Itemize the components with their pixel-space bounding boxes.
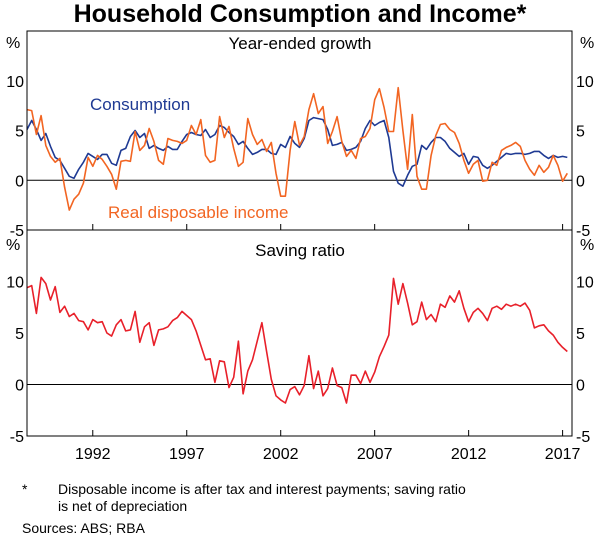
y-tick-label-right: 0 xyxy=(576,378,585,395)
top-right-unit: % xyxy=(580,35,594,52)
footnote-line-1: Disposable income is after tax and inter… xyxy=(58,481,466,497)
income-label: Real disposable income xyxy=(108,203,289,222)
plot-frame xyxy=(26,30,573,437)
top-left-axis-labels: -5 0 5 10 xyxy=(6,74,24,240)
y-tick-label-left: -5 xyxy=(10,429,24,446)
x-tick-label: 2007 xyxy=(357,446,393,463)
bottom-right-unit: % xyxy=(580,237,594,254)
y-tick-label-right: 0 xyxy=(576,173,585,190)
y-tick-label-left: 0 xyxy=(15,173,24,190)
bottom-left-axis-labels: -5 0 5 10 xyxy=(6,275,24,447)
bottom-series xyxy=(26,276,568,404)
y-tick-label-right: 10 xyxy=(576,74,594,91)
bottom-panel-title: Saving ratio xyxy=(255,241,345,260)
x-tick-label: 2017 xyxy=(545,446,581,463)
y-tick-label-right: 5 xyxy=(576,326,585,343)
top-panel: Year-ended growth % % -5 0 5 10 -5 0 5 10 Cons… xyxy=(6,34,594,240)
footnote-marker: * xyxy=(22,481,28,497)
x-tick-label: 1992 xyxy=(75,446,111,463)
consumption-label: Consumption xyxy=(90,95,190,114)
y-tick-label-left: 10 xyxy=(6,275,24,292)
top-right-axis-labels: -5 0 5 10 xyxy=(576,74,594,240)
footnote-line-2: is net of depreciation xyxy=(58,498,188,514)
top-series xyxy=(26,86,568,211)
y-tick-label-right: 5 xyxy=(576,124,585,141)
x-tick-label: 2002 xyxy=(263,446,299,463)
y-tick-label-right: 10 xyxy=(576,275,594,292)
bottom-right-axis-labels: -5 0 5 10 xyxy=(576,275,594,447)
consumption-series-line xyxy=(26,116,568,187)
x-tick-label: 2012 xyxy=(451,446,487,463)
chart-title: Household Consumption and Income* xyxy=(74,0,527,28)
sources-note: Sources: ABS; RBA xyxy=(22,520,145,536)
top-ticks xyxy=(92,224,564,230)
income-series-line xyxy=(26,86,568,211)
bottom-panel: Saving ratio % % -5 0 5 10 -5 0 5 10 xyxy=(6,237,594,446)
y-tick-label-right: -5 xyxy=(576,429,590,446)
y-tick-label-right: -5 xyxy=(576,223,590,240)
y-tick-label-left: -5 xyxy=(10,223,24,240)
y-tick-label-left: 0 xyxy=(15,378,24,395)
bottom-left-unit: % xyxy=(6,237,20,254)
y-tick-label-left: 5 xyxy=(15,124,24,141)
x-axis-labels: 1992 1997 2002 2007 2012 2017 xyxy=(75,446,581,463)
top-left-unit: % xyxy=(6,35,20,52)
x-tick-label: 1997 xyxy=(169,446,205,463)
y-tick-label-left: 10 xyxy=(6,74,24,91)
bottom-ticks xyxy=(92,430,564,436)
top-panel-title: Year-ended growth xyxy=(228,34,371,53)
saving-series-line xyxy=(26,276,568,404)
y-tick-label-left: 5 xyxy=(15,326,24,343)
